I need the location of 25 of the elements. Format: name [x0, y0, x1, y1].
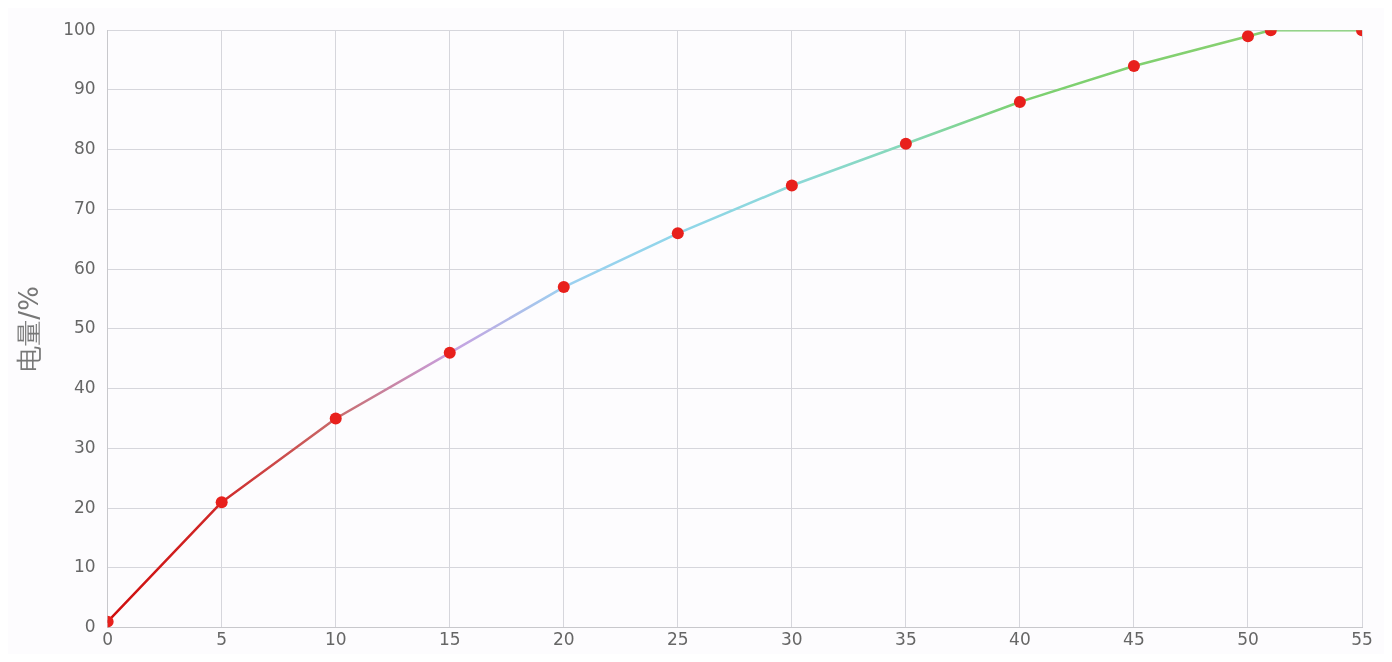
x-tick-label: 10: [324, 629, 347, 650]
y-tick-label: 20: [74, 496, 96, 517]
x-tick-label: 0: [102, 629, 114, 650]
y-tick-label: 70: [74, 197, 96, 218]
x-tick-label: 5: [216, 629, 228, 650]
x-tick-label: 50: [1237, 629, 1259, 650]
x-tick-label: 45: [1123, 629, 1145, 650]
y-axis-title: 电量/%: [14, 286, 45, 372]
y-tick-label: 0: [84, 616, 96, 637]
y-tick-label: 30: [74, 436, 96, 457]
y-tick-label: 50: [74, 317, 96, 338]
y-tick-label: 10: [74, 556, 96, 577]
x-tick-label: 30: [781, 629, 803, 650]
y-tick-label: 90: [74, 78, 96, 99]
point: [215, 496, 228, 509]
x-tick-label: 40: [1009, 629, 1031, 650]
y-tick-label: 60: [74, 257, 96, 278]
x-tick-label: 25: [666, 629, 689, 650]
y-tick-label: 40: [74, 377, 96, 398]
x-tick-label: 20: [552, 629, 575, 650]
x-tick-label: 35: [895, 629, 917, 650]
x-tick-label: 15: [438, 629, 461, 650]
y-tick-label: 80: [74, 138, 96, 159]
y-tick-label: 100: [63, 18, 96, 39]
x-tick-label: 55: [1351, 629, 1373, 650]
